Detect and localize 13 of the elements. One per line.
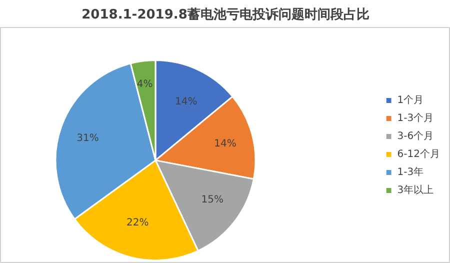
legend-label: 3-6个月 [397, 130, 434, 143]
data-label: 14% [175, 96, 198, 108]
chart-title: 2018.1-2019.8蓄电池亏电投诉问题时间段占比 [82, 6, 370, 22]
data-label: 22% [126, 217, 149, 228]
data-label: 31% [76, 132, 99, 144]
legend-label: 6-12个月 [397, 148, 440, 161]
legend-label: 1-3年 [397, 166, 424, 179]
data-label: 14% [214, 138, 236, 150]
data-label: 15% [201, 194, 224, 206]
legend-label: 1-3个月 [397, 112, 434, 125]
legend-label: 1个月 [397, 94, 424, 107]
legend-label: 3年以上 [397, 184, 434, 197]
data-label: 4% [136, 79, 153, 90]
